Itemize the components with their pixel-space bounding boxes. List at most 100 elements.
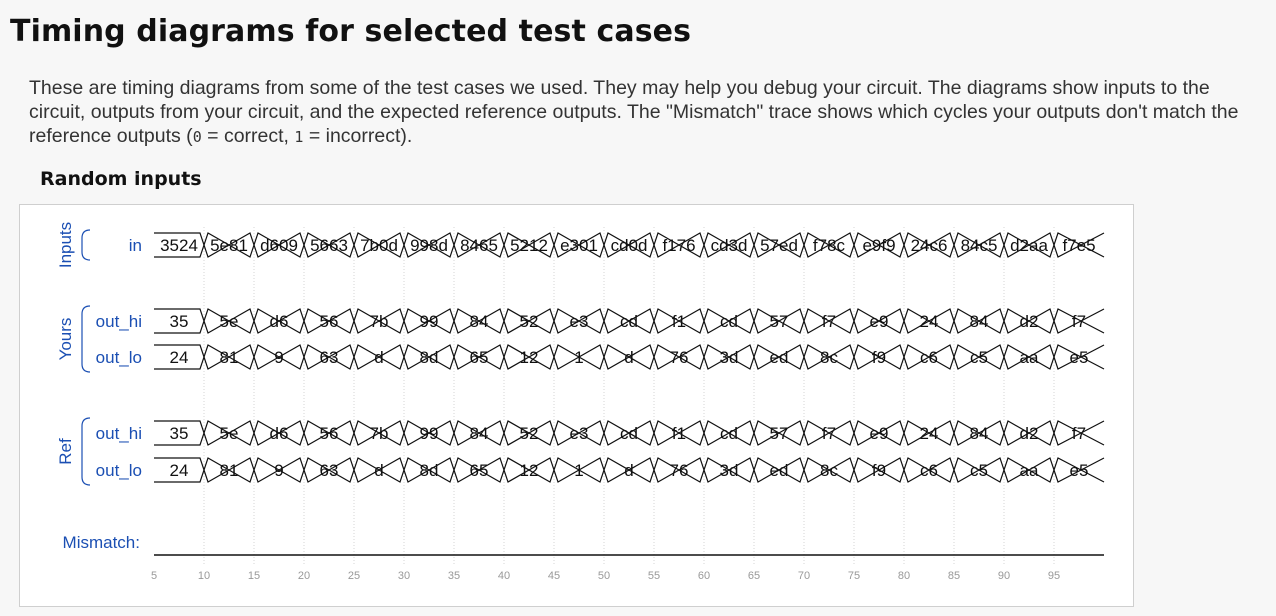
time-tick: 60 [698,570,710,582]
bus-value: d6 [270,424,289,443]
time-tick: 15 [248,570,260,582]
code-incorrect: 1 [294,128,304,146]
bus-value: d2 [1020,424,1039,443]
timing-diagram: Inputs Yours Ref in 3524 5e81 d609 5663 7b0d 998d… [19,204,1134,607]
bus-value: c5 [970,348,988,367]
signal-label-out-lo: out_lo [96,348,142,367]
bus-value: d [374,461,383,480]
bus-value: e301 [560,236,598,255]
group-yours-bracket [81,305,91,373]
bus-value: 5663 [310,236,348,255]
bus-value: f9 [872,348,886,367]
bus-value: f7 [822,424,836,443]
bus-value: c6 [920,348,938,367]
bus-value: 63 [320,461,339,480]
intro-text-2: = correct, [201,125,295,147]
bus-value: 3d [720,348,739,367]
bus-value: e3 [570,312,589,331]
bus-trace-bottom [154,308,1105,334]
code-correct: 0 [192,128,202,146]
bus-value: 81 [220,461,239,480]
bus-value: 24 [170,461,189,480]
time-tick: 10 [198,570,210,582]
bus-value: 65 [470,461,489,480]
time-tick: 35 [448,570,460,582]
time-tick: 65 [748,570,760,582]
bus-value: ed [770,461,789,480]
time-tick: 80 [898,570,910,582]
bus-value: 56 [320,312,339,331]
time-tick: 85 [948,570,960,582]
bus-value: aa [1020,348,1039,367]
bus-value: e5 [1070,461,1089,480]
time-tick: 5 [151,570,157,582]
bus-value: 99 [420,424,439,443]
mismatch-label: Mismatch: [63,533,140,552]
bus-value: 5e [220,424,239,443]
bus-value: 5e [220,312,239,331]
bus-value: 35 [170,312,189,331]
bus-value: cd [620,312,638,331]
bus-value: 84 [470,424,489,443]
bus-value: cd [620,424,638,443]
bus-value: cd3d [711,236,748,255]
bus-value: 24 [170,348,189,367]
page-title: Timing diagrams for selected test cases [10,14,692,49]
signal-label-out-hi: out_hi [96,312,142,331]
section-title-random-inputs: Random inputs [40,168,202,190]
bus-value: 5e81 [210,236,248,255]
bus-value: f78c [813,236,846,255]
bus-value: 24c6 [911,236,948,255]
signal-label-out-lo: out_lo [96,461,142,480]
bus-trace-bottom [154,457,1105,483]
bus-value: f9 [872,461,886,480]
group-inputs-bracket [81,229,91,261]
bus-value: 76 [670,348,689,367]
intro-paragraph: These are timing diagrams from some of t… [29,76,1269,149]
bus-value: e9 [870,424,889,443]
bus-value: ed [770,348,789,367]
bus-value: 24 [920,312,939,331]
bus-value: 8d [420,461,439,480]
bus-value: 1 [574,461,583,480]
bus-value: 3d [720,461,739,480]
bus-value: 8c [820,348,838,367]
bus-value: 3524 [160,236,198,255]
bus-value: d2 [1020,312,1039,331]
bus-value: 99 [420,312,439,331]
bus-trace-bottom [154,232,1105,258]
bus-value: 8465 [460,236,498,255]
bus-value: 9 [274,348,283,367]
bus-value: 84 [470,312,489,331]
bus-value: cd [720,312,738,331]
bus-value: 5212 [510,236,548,255]
bus-value: f7 [822,312,836,331]
bus-value: e9 [870,312,889,331]
group-ref-label: Ref [56,438,75,465]
time-tick: 90 [998,570,1010,582]
bus-value: f7e5 [1062,236,1095,255]
bus-value: 52 [520,312,539,331]
bus-value: 9 [274,461,283,480]
bus-value: 35 [170,424,189,443]
bus-value: 63 [320,348,339,367]
group-inputs-label: Inputs [56,222,75,268]
bus-value: 998d [410,236,448,255]
bus-value: 81 [220,348,239,367]
bus-value: f176 [662,236,695,255]
intro-text-3: = incorrect). [303,125,413,147]
bus-value: 84 [970,424,989,443]
bus-value: 8c [820,461,838,480]
bus-trace-bottom [154,344,1105,370]
bus-value: cd0d [611,236,648,255]
group-yours-label: Yours [56,318,75,361]
time-tick: 40 [498,570,510,582]
bus-value: 57ed [760,236,798,255]
bus-value: 8d [420,348,439,367]
bus-value: d6 [270,312,289,331]
bus-value: d [624,348,633,367]
bus-value: 7b0d [360,236,398,255]
bus-value: aa [1020,461,1039,480]
